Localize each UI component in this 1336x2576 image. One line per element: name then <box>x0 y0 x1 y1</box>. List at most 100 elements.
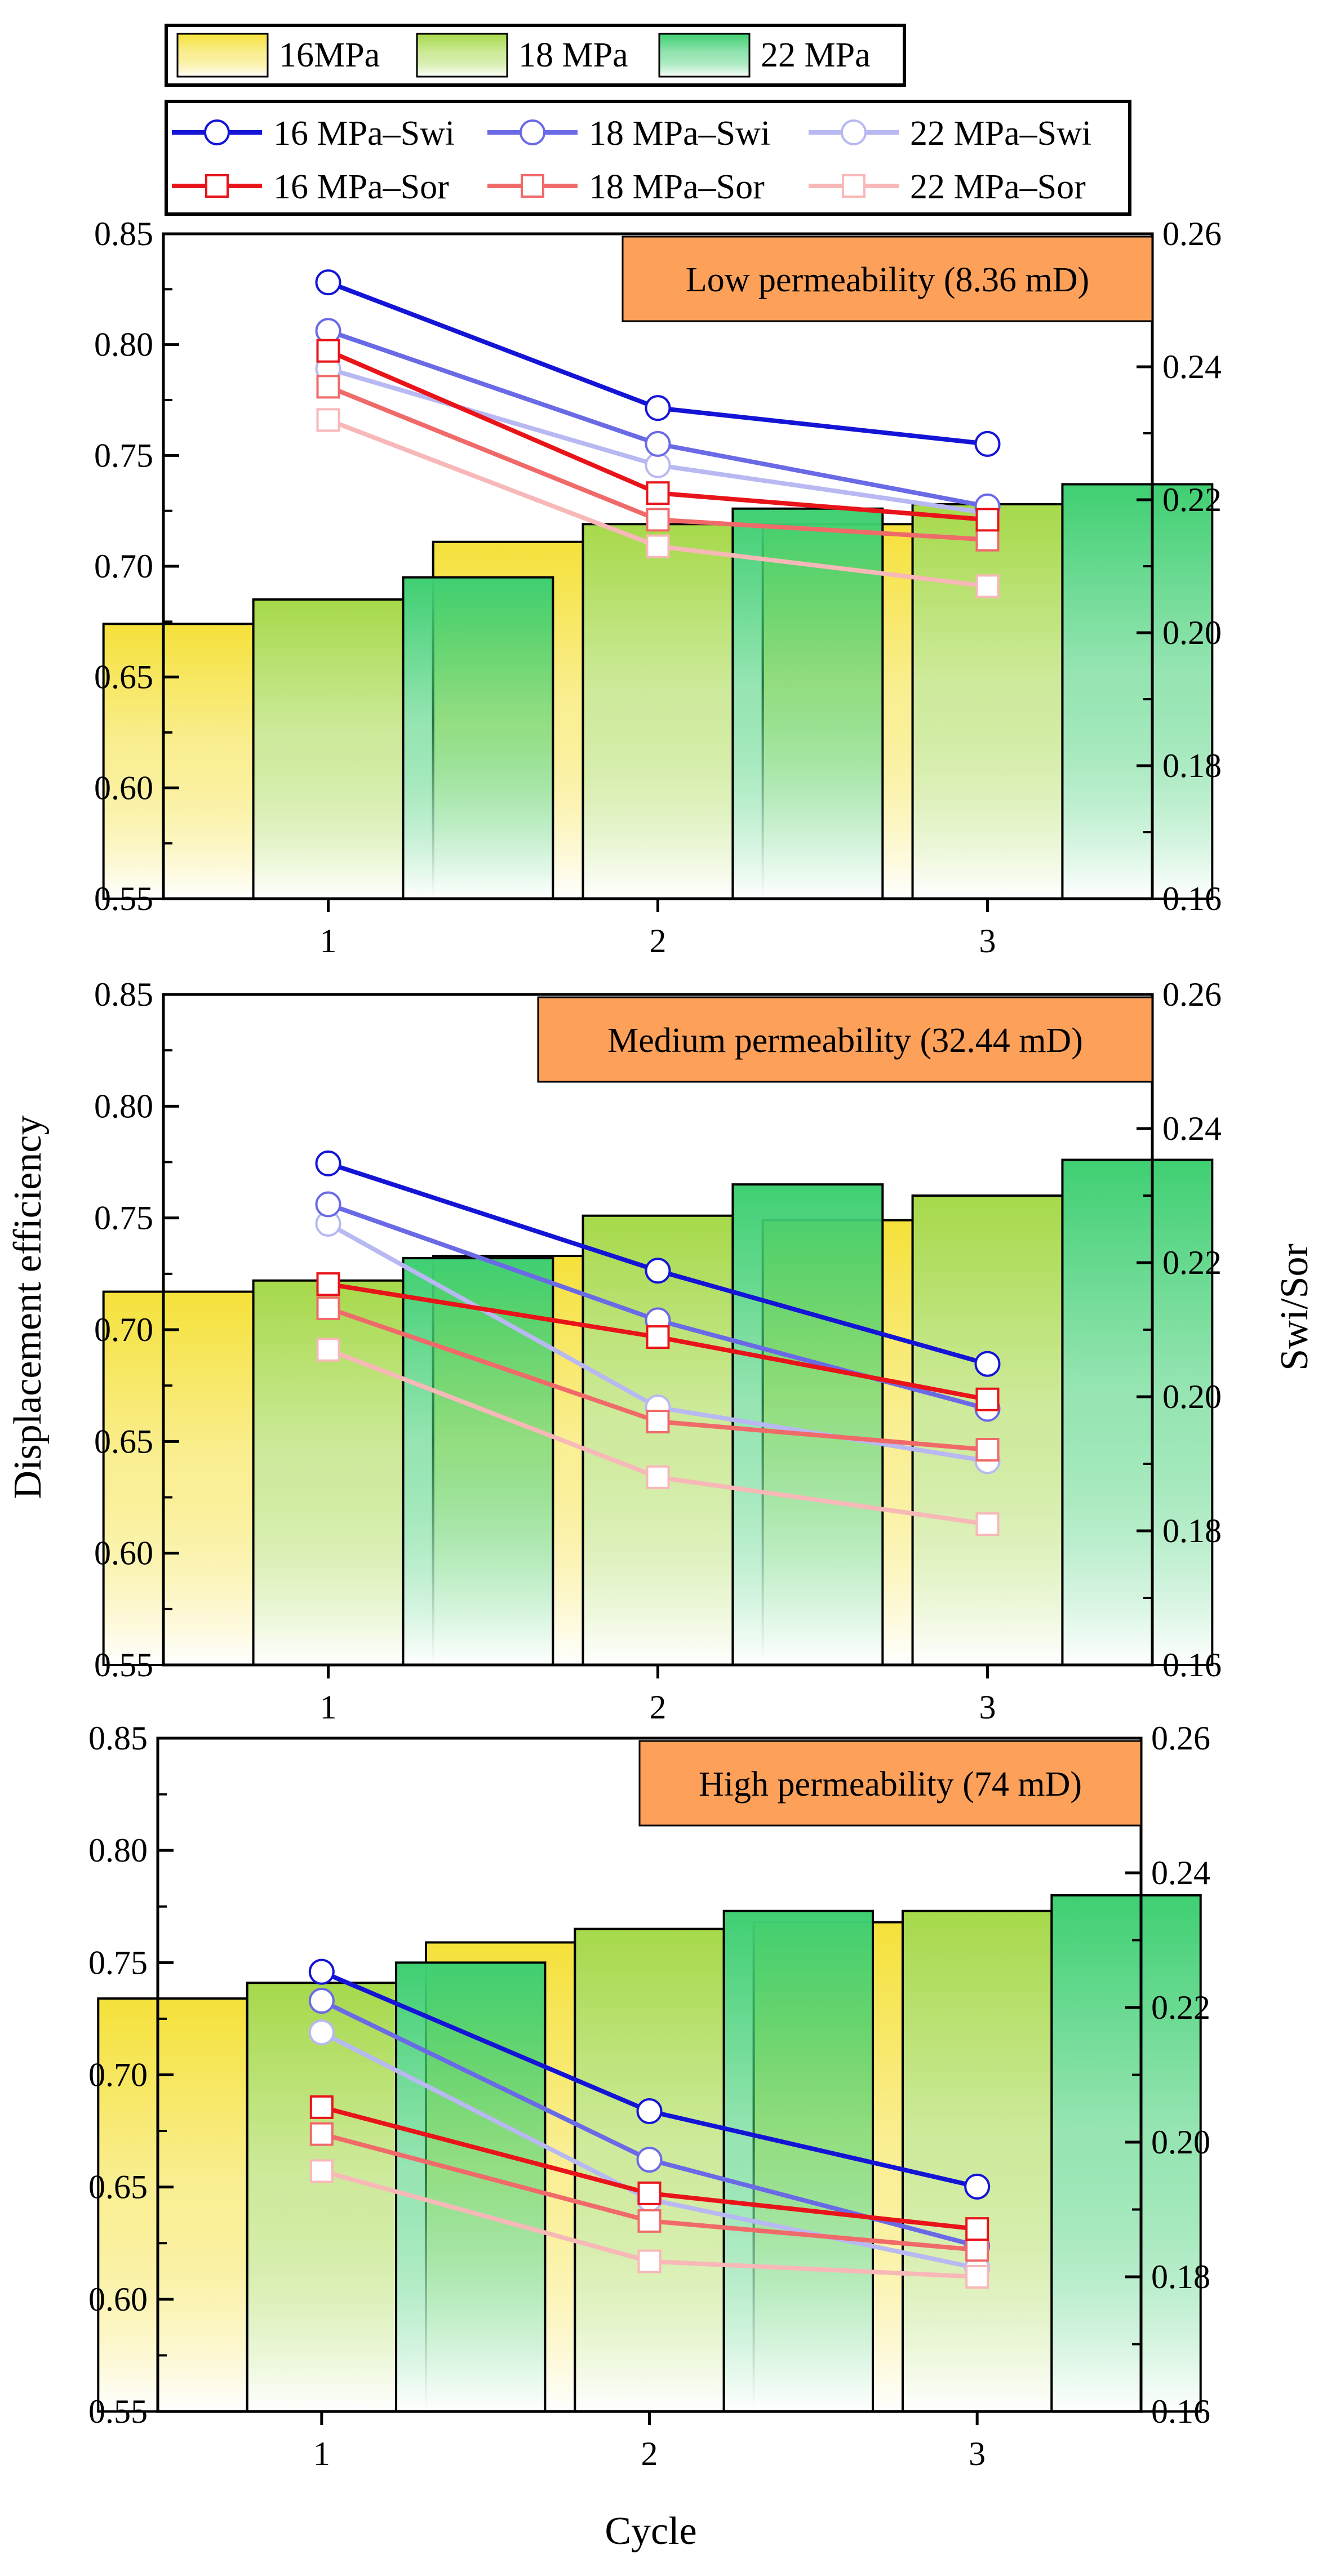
legend-label-16mpa: 16MPa <box>279 36 380 74</box>
y-tick-label: 0.65 <box>94 659 153 696</box>
point-18-sor-cycle-2 <box>637 2209 662 2233</box>
y-tick-label: 0.60 <box>94 1535 153 1572</box>
y2-tick-label: 0.20 <box>1162 1378 1222 1415</box>
y-tick-label: 0.70 <box>94 1311 153 1348</box>
y-axis: 0.55 0.60 0.65 0.70 0.75 0.80 0.85 <box>94 976 179 1684</box>
y-tick-label: 0.75 <box>94 1200 153 1237</box>
y-tick-label: 0.55 <box>94 1646 153 1684</box>
point-18-sor-cycle-2 <box>646 1410 670 1434</box>
bar-18mpa-cycle-1 <box>246 1982 398 2413</box>
x-tick-label: 3 <box>979 922 996 960</box>
point-16-swi-cycle-2 <box>645 395 671 421</box>
x-axis: 1 2 3 <box>320 1665 996 1726</box>
point-16-swi-cycle-1 <box>315 1150 341 1176</box>
legend-marker-18-swi <box>520 119 545 145</box>
y2-tick-label: 0.24 <box>1162 1110 1222 1147</box>
bar-legend-frame <box>165 24 906 87</box>
line-legend-frame <box>165 100 1131 216</box>
y-tick-label: 0.80 <box>88 1832 148 1869</box>
legend-label-16-swi: 16 MPa–Swi <box>273 114 455 153</box>
y2-tick-label: 0.22 <box>1162 1244 1222 1281</box>
y2-tick-label: 0.18 <box>1162 747 1222 784</box>
legend-swatch-16mpa <box>176 33 269 78</box>
bar-18mpa-cycle-2 <box>582 1214 734 1666</box>
x-tick-label: 2 <box>641 2435 658 2472</box>
legend-label-22-swi: 22 MPa–Swi <box>910 114 1091 153</box>
point-16-sor-cycle-1 <box>309 2095 334 2119</box>
y2-tick-label: 0.24 <box>1162 348 1222 385</box>
point-18-sor-cycle-1 <box>316 375 340 399</box>
point-22-swi-cycle-2 <box>645 452 671 478</box>
swi-sor-lines <box>315 269 1001 598</box>
point-22-sor-cycle-3 <box>975 574 1000 598</box>
y2-tick-label: 0.20 <box>1162 614 1222 651</box>
point-16-swi-cycle-1 <box>315 269 341 296</box>
y2-tick-label: 0.16 <box>1162 880 1222 917</box>
point-22-sor-cycle-2 <box>637 2249 662 2273</box>
bars <box>102 483 1214 900</box>
y-tick-label: 0.85 <box>94 215 153 252</box>
panel-title: Low permeability (8.36 mD) <box>686 261 1089 299</box>
point-22-sor-cycle-2 <box>646 1465 670 1489</box>
legend-label-22mpa: 22 MPa <box>761 36 871 74</box>
x-tick-label: 1 <box>313 2435 330 2472</box>
y2-tick-label: 0.22 <box>1151 1989 1210 2026</box>
point-22-sor-cycle-1 <box>309 2159 334 2183</box>
y-tick-label: 0.65 <box>94 1423 153 1460</box>
panel-title-box <box>638 1740 1142 1827</box>
swi-sor-lines <box>315 1150 1001 1536</box>
point-18-sor-cycle-1 <box>309 2122 334 2146</box>
y2-axis: 0.16 0.18 0.20 0.22 0.24 0.26 <box>1125 1720 1210 2430</box>
y2-tick-label: 0.18 <box>1151 2258 1210 2295</box>
y-tick-label: 0.75 <box>94 437 153 474</box>
x-tick-label: 3 <box>969 2435 986 2472</box>
point-18-sor-cycle-3 <box>975 527 1000 552</box>
legend-marker-22-sor <box>842 174 865 198</box>
point-16-swi-cycle-1 <box>308 1958 335 1985</box>
point-16-sor-cycle-2 <box>646 1325 670 1349</box>
legend-swatch-22mpa <box>658 33 751 78</box>
legend-label-18-sor: 18 MPa–Sor <box>589 168 765 206</box>
y2-axis-title: Swi/Sor <box>1273 1243 1316 1371</box>
point-22-sor-cycle-1 <box>316 408 340 432</box>
bar-22mpa-cycle-3 <box>1061 1158 1214 1667</box>
bar-16mpa-cycle-1 <box>102 1290 255 1666</box>
bar-18mpa-cycle-3 <box>911 1194 1064 1666</box>
legend-marker-16-sor <box>205 174 229 198</box>
y-tick-label: 0.80 <box>94 1087 153 1125</box>
point-16-sor-cycle-1 <box>316 1272 340 1296</box>
point-16-sor-cycle-3 <box>965 2217 989 2241</box>
x-tick-label: 2 <box>650 922 667 960</box>
y-tick-label: 0.85 <box>94 976 153 1013</box>
panel-title: Medium permeability (32.44 mD) <box>607 1021 1083 1060</box>
y2-tick-label: 0.16 <box>1162 1646 1222 1684</box>
y-axis-title: Displacement efficiency <box>6 1116 50 1499</box>
y2-axis: 0.16 0.18 0.20 0.22 0.24 0.26 <box>1137 215 1222 917</box>
point-16-swi-cycle-2 <box>645 1258 671 1284</box>
swi-sor-lines <box>308 1958 991 2289</box>
y2-tick-label: 0.26 <box>1162 976 1222 1013</box>
x-tick-label: 1 <box>320 1689 337 1726</box>
y-tick-label: 0.75 <box>88 1944 148 1981</box>
y-tick-label: 0.55 <box>94 880 153 917</box>
legend-marker-18-sor <box>521 174 544 198</box>
y2-tick-label: 0.20 <box>1151 2124 1210 2161</box>
x-axis-title: Cycle <box>605 2510 696 2553</box>
bar-22mpa-cycle-2 <box>722 1909 875 2413</box>
bar-18mpa-cycle-1 <box>252 598 405 900</box>
bars <box>102 1158 1214 1667</box>
x-axis: 1 2 3 <box>320 899 996 960</box>
y2-tick-label: 0.26 <box>1151 1720 1210 1757</box>
y-tick-label: 0.65 <box>88 2169 148 2206</box>
panel-title: High permeability (74 mD) <box>699 1765 1082 1804</box>
point-16-sor-cycle-1 <box>316 339 340 363</box>
point-18-sor-cycle-3 <box>965 2238 989 2262</box>
bar-legend: 16MPa 18 MPa 22 MPa <box>165 24 906 87</box>
y-tick-label: 0.70 <box>94 548 153 585</box>
legend-label-18-swi: 18 MPa–Swi <box>589 114 770 153</box>
point-18-sor-cycle-2 <box>646 508 670 532</box>
legend-marker-22-swi <box>841 119 867 145</box>
bar-22mpa-cycle-1 <box>402 576 554 900</box>
legend-marker-16-swi <box>204 119 230 145</box>
